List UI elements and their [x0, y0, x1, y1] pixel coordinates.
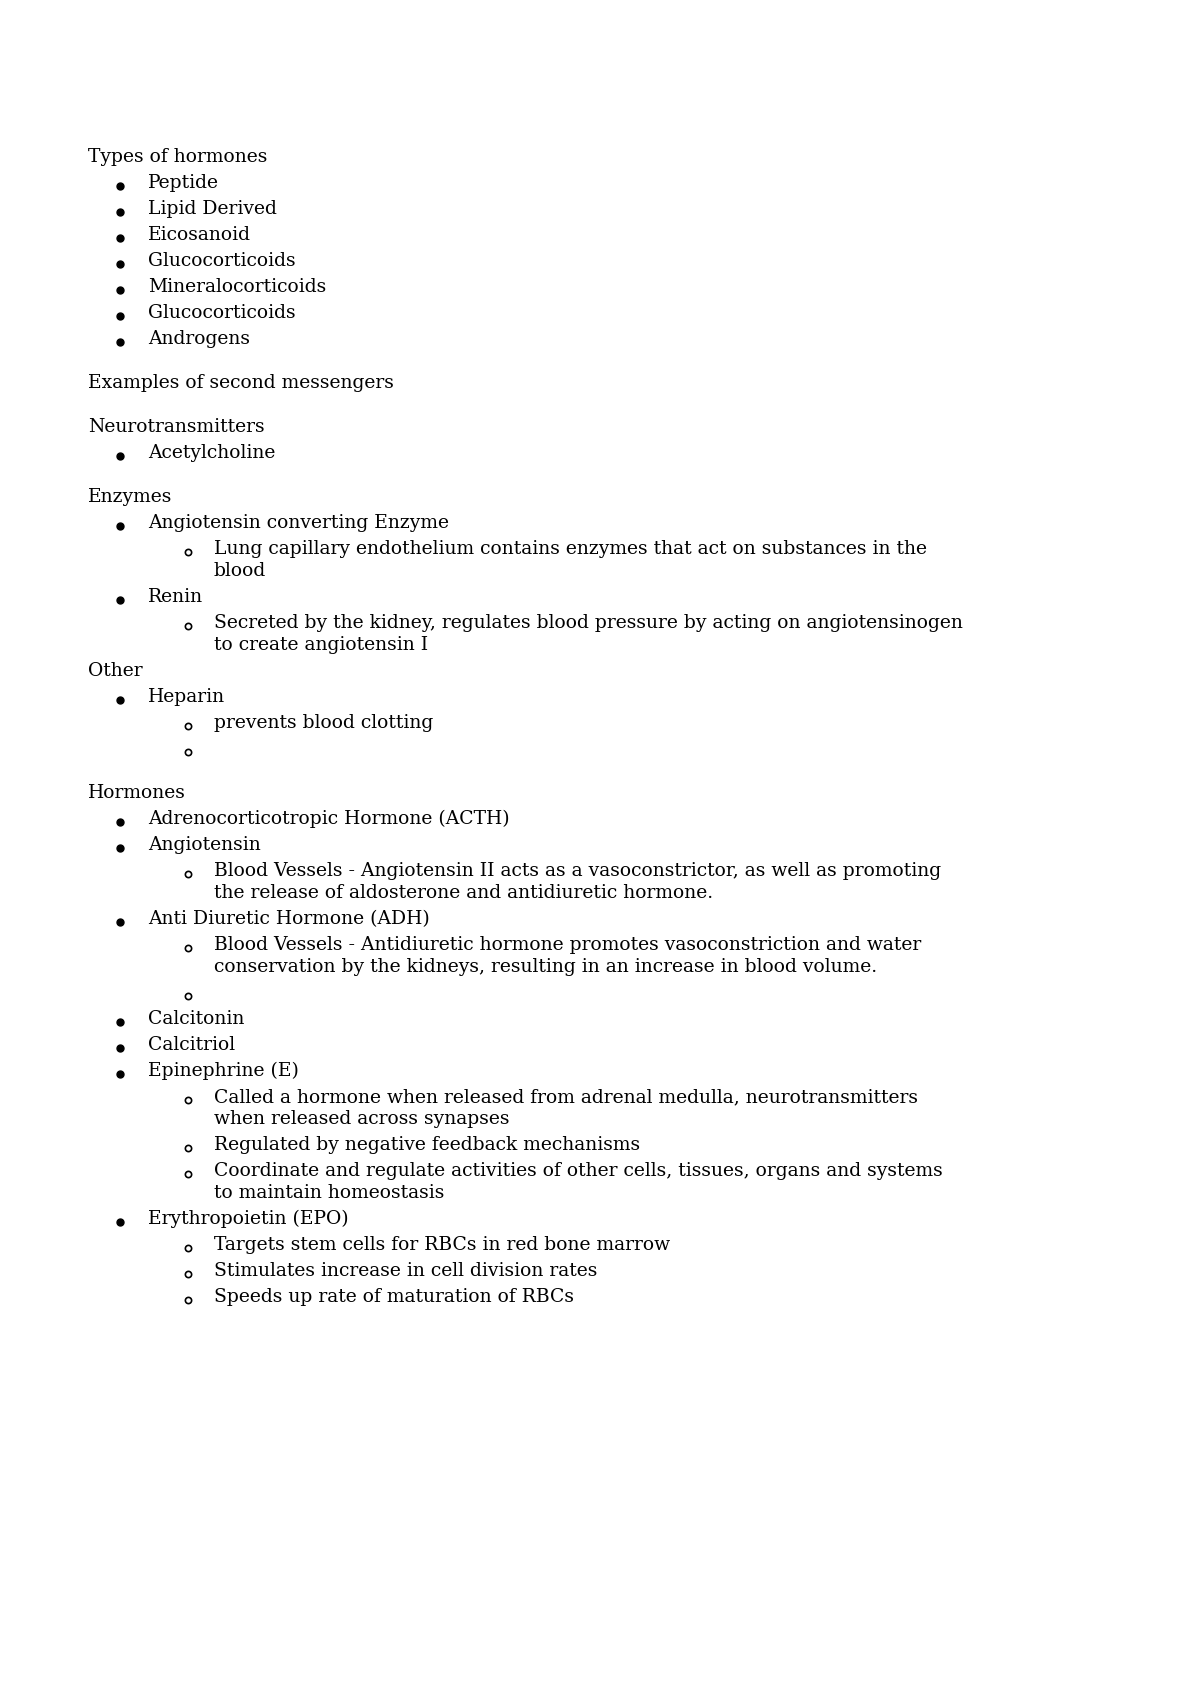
- Text: Blood Vessels - Angiotensin II acts as a vasoconstrictor, as well as promoting: Blood Vessels - Angiotensin II acts as a…: [214, 862, 941, 881]
- Text: Anti Diuretic Hormone (ADH): Anti Diuretic Hormone (ADH): [148, 910, 430, 928]
- Text: the release of aldosterone and antidiuretic hormone.: the release of aldosterone and antidiure…: [214, 884, 713, 903]
- Text: Glucocorticoids: Glucocorticoids: [148, 304, 295, 322]
- Text: Hormones: Hormones: [88, 784, 186, 803]
- Text: Blood Vessels - Antidiuretic hormone promotes vasoconstriction and water: Blood Vessels - Antidiuretic hormone pro…: [214, 937, 922, 954]
- Text: Enzymes: Enzymes: [88, 489, 173, 506]
- Text: Neurotransmitters: Neurotransmitters: [88, 417, 265, 436]
- Text: Peptide: Peptide: [148, 175, 220, 192]
- Text: Lipid Derived: Lipid Derived: [148, 200, 277, 217]
- Text: Mineralocorticoids: Mineralocorticoids: [148, 278, 326, 295]
- Text: Speeds up rate of maturation of RBCs: Speeds up rate of maturation of RBCs: [214, 1288, 574, 1307]
- Text: Acetylcholine: Acetylcholine: [148, 445, 275, 462]
- Text: Calcitriol: Calcitriol: [148, 1035, 235, 1054]
- Text: Stimulates increase in cell division rates: Stimulates increase in cell division rat…: [214, 1263, 598, 1280]
- Text: Epinephrine (E): Epinephrine (E): [148, 1062, 299, 1081]
- Text: to create angiotensin I: to create angiotensin I: [214, 636, 428, 653]
- Text: when released across synapses: when released across synapses: [214, 1110, 510, 1129]
- Text: Examples of second messengers: Examples of second messengers: [88, 373, 394, 392]
- Text: blood: blood: [214, 562, 266, 580]
- Text: Angiotensin converting Enzyme: Angiotensin converting Enzyme: [148, 514, 449, 531]
- Text: Eicosanoid: Eicosanoid: [148, 226, 251, 244]
- Text: Regulated by negative feedback mechanisms: Regulated by negative feedback mechanism…: [214, 1135, 640, 1154]
- Text: Lung capillary endothelium contains enzymes that act on substances in the: Lung capillary endothelium contains enzy…: [214, 540, 928, 558]
- Text: Adrenocorticotropic Hormone (ACTH): Adrenocorticotropic Hormone (ACTH): [148, 809, 510, 828]
- Text: Types of hormones: Types of hormones: [88, 148, 268, 166]
- Text: Renin: Renin: [148, 587, 203, 606]
- Text: conservation by the kidneys, resulting in an increase in blood volume.: conservation by the kidneys, resulting i…: [214, 959, 877, 976]
- Text: Glucocorticoids: Glucocorticoids: [148, 251, 295, 270]
- Text: Angiotensin: Angiotensin: [148, 837, 260, 854]
- Text: Heparin: Heparin: [148, 687, 226, 706]
- Text: Androgens: Androgens: [148, 329, 250, 348]
- Text: to maintain homeostasis: to maintain homeostasis: [214, 1185, 444, 1201]
- Text: prevents blood clotting: prevents blood clotting: [214, 714, 433, 731]
- Text: Targets stem cells for RBCs in red bone marrow: Targets stem cells for RBCs in red bone …: [214, 1235, 670, 1254]
- Text: Erythropoietin (EPO): Erythropoietin (EPO): [148, 1210, 349, 1229]
- Text: Calcitonin: Calcitonin: [148, 1010, 245, 1028]
- Text: Called a hormone when released from adrenal medulla, neurotransmitters: Called a hormone when released from adre…: [214, 1088, 918, 1106]
- Text: Coordinate and regulate activities of other cells, tissues, organs and systems: Coordinate and regulate activities of ot…: [214, 1162, 943, 1179]
- Text: Other: Other: [88, 662, 143, 680]
- Text: Secreted by the kidney, regulates blood pressure by acting on angiotensinogen: Secreted by the kidney, regulates blood …: [214, 614, 962, 631]
